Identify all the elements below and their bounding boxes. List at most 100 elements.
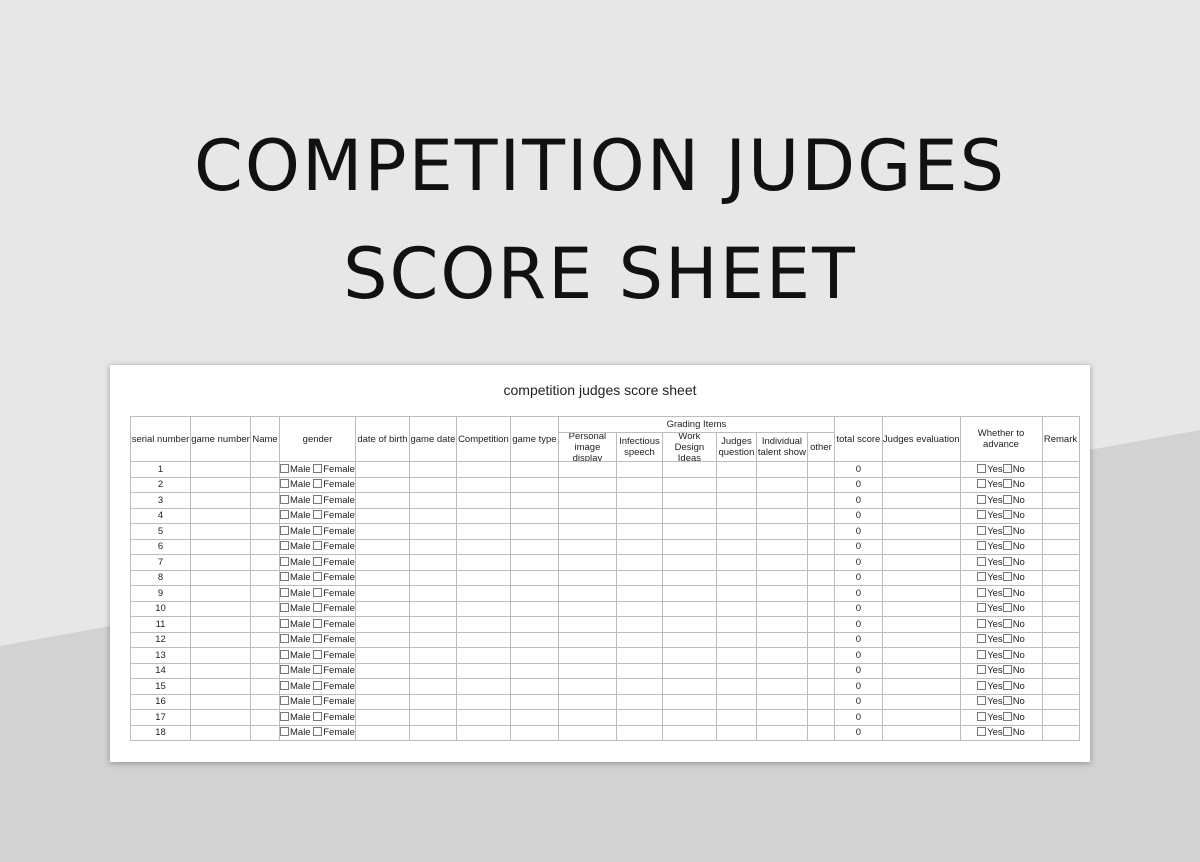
game-number-cell[interactable] bbox=[190, 476, 251, 493]
name-cell[interactable] bbox=[250, 616, 280, 633]
yes-checkbox[interactable] bbox=[977, 556, 987, 566]
input-cell[interactable] bbox=[408, 461, 457, 478]
input-cell[interactable] bbox=[806, 554, 835, 571]
input-cell[interactable] bbox=[354, 569, 410, 586]
input-cell[interactable] bbox=[354, 631, 410, 648]
remark-cell[interactable] bbox=[1041, 585, 1080, 602]
game-number-cell[interactable] bbox=[190, 523, 251, 540]
judges-evaluation-cell[interactable] bbox=[881, 554, 961, 571]
game-number-cell[interactable] bbox=[190, 662, 251, 679]
yes-checkbox[interactable] bbox=[977, 711, 987, 721]
input-cell[interactable] bbox=[455, 507, 511, 524]
input-cell[interactable] bbox=[615, 709, 663, 726]
input-cell[interactable] bbox=[715, 538, 757, 555]
remark-cell[interactable] bbox=[1041, 647, 1080, 664]
input-cell[interactable] bbox=[509, 523, 559, 540]
judges-evaluation-cell[interactable] bbox=[881, 600, 961, 617]
input-cell[interactable] bbox=[806, 523, 835, 540]
input-cell[interactable] bbox=[354, 724, 410, 741]
input-cell[interactable] bbox=[557, 507, 617, 524]
input-cell[interactable] bbox=[755, 569, 808, 586]
input-cell[interactable] bbox=[354, 507, 410, 524]
judges-evaluation-cell[interactable] bbox=[881, 476, 961, 493]
no-checkbox[interactable] bbox=[1002, 696, 1012, 706]
input-cell[interactable] bbox=[615, 569, 663, 586]
input-cell[interactable] bbox=[661, 492, 717, 509]
input-cell[interactable] bbox=[806, 476, 835, 493]
input-cell[interactable] bbox=[455, 538, 511, 555]
input-cell[interactable] bbox=[661, 693, 717, 710]
yes-checkbox[interactable] bbox=[977, 618, 987, 628]
male-checkbox[interactable] bbox=[280, 494, 289, 504]
input-cell[interactable] bbox=[715, 600, 757, 617]
yes-checkbox[interactable] bbox=[977, 696, 987, 706]
input-cell[interactable] bbox=[661, 678, 717, 695]
input-cell[interactable] bbox=[755, 523, 808, 540]
input-cell[interactable] bbox=[509, 585, 559, 602]
input-cell[interactable] bbox=[715, 523, 757, 540]
input-cell[interactable] bbox=[408, 724, 457, 741]
no-checkbox[interactable] bbox=[1002, 572, 1012, 582]
input-cell[interactable] bbox=[806, 507, 835, 524]
input-cell[interactable] bbox=[408, 631, 457, 648]
female-checkbox[interactable] bbox=[313, 510, 323, 520]
input-cell[interactable] bbox=[615, 554, 663, 571]
input-cell[interactable] bbox=[661, 461, 717, 478]
input-cell[interactable] bbox=[557, 647, 617, 664]
game-number-cell[interactable] bbox=[190, 616, 251, 633]
input-cell[interactable] bbox=[755, 678, 808, 695]
remark-cell[interactable] bbox=[1041, 476, 1080, 493]
male-checkbox[interactable] bbox=[280, 665, 289, 675]
input-cell[interactable] bbox=[806, 585, 835, 602]
name-cell[interactable] bbox=[250, 461, 280, 478]
input-cell[interactable] bbox=[715, 709, 757, 726]
game-number-cell[interactable] bbox=[190, 600, 251, 617]
input-cell[interactable] bbox=[509, 569, 559, 586]
input-cell[interactable] bbox=[509, 709, 559, 726]
game-number-cell[interactable] bbox=[190, 647, 251, 664]
input-cell[interactable] bbox=[715, 554, 757, 571]
input-cell[interactable] bbox=[661, 662, 717, 679]
input-cell[interactable] bbox=[661, 476, 717, 493]
input-cell[interactable] bbox=[715, 631, 757, 648]
input-cell[interactable] bbox=[455, 693, 511, 710]
game-number-cell[interactable] bbox=[190, 538, 251, 555]
input-cell[interactable] bbox=[806, 616, 835, 633]
input-cell[interactable] bbox=[615, 476, 663, 493]
remark-cell[interactable] bbox=[1041, 461, 1080, 478]
input-cell[interactable] bbox=[408, 693, 457, 710]
input-cell[interactable] bbox=[806, 538, 835, 555]
input-cell[interactable] bbox=[557, 724, 617, 741]
game-number-cell[interactable] bbox=[190, 492, 251, 509]
yes-checkbox[interactable] bbox=[977, 634, 987, 644]
name-cell[interactable] bbox=[250, 709, 280, 726]
input-cell[interactable] bbox=[615, 631, 663, 648]
input-cell[interactable] bbox=[455, 554, 511, 571]
input-cell[interactable] bbox=[509, 600, 559, 617]
input-cell[interactable] bbox=[661, 709, 717, 726]
judges-evaluation-cell[interactable] bbox=[881, 569, 961, 586]
input-cell[interactable] bbox=[755, 709, 808, 726]
male-checkbox[interactable] bbox=[280, 618, 289, 628]
input-cell[interactable] bbox=[615, 600, 663, 617]
input-cell[interactable] bbox=[755, 724, 808, 741]
input-cell[interactable] bbox=[806, 724, 835, 741]
remark-cell[interactable] bbox=[1041, 662, 1080, 679]
no-checkbox[interactable] bbox=[1002, 649, 1012, 659]
input-cell[interactable] bbox=[661, 600, 717, 617]
no-checkbox[interactable] bbox=[1002, 525, 1012, 535]
input-cell[interactable] bbox=[509, 724, 559, 741]
input-cell[interactable] bbox=[408, 538, 457, 555]
judges-evaluation-cell[interactable] bbox=[881, 507, 961, 524]
no-checkbox[interactable] bbox=[1002, 603, 1012, 613]
judges-evaluation-cell[interactable] bbox=[881, 724, 961, 741]
female-checkbox[interactable] bbox=[313, 525, 323, 535]
female-checkbox[interactable] bbox=[313, 556, 323, 566]
male-checkbox[interactable] bbox=[280, 525, 289, 535]
input-cell[interactable] bbox=[615, 585, 663, 602]
input-cell[interactable] bbox=[755, 631, 808, 648]
female-checkbox[interactable] bbox=[313, 649, 323, 659]
input-cell[interactable] bbox=[408, 600, 457, 617]
no-checkbox[interactable] bbox=[1002, 665, 1012, 675]
game-number-cell[interactable] bbox=[190, 585, 251, 602]
